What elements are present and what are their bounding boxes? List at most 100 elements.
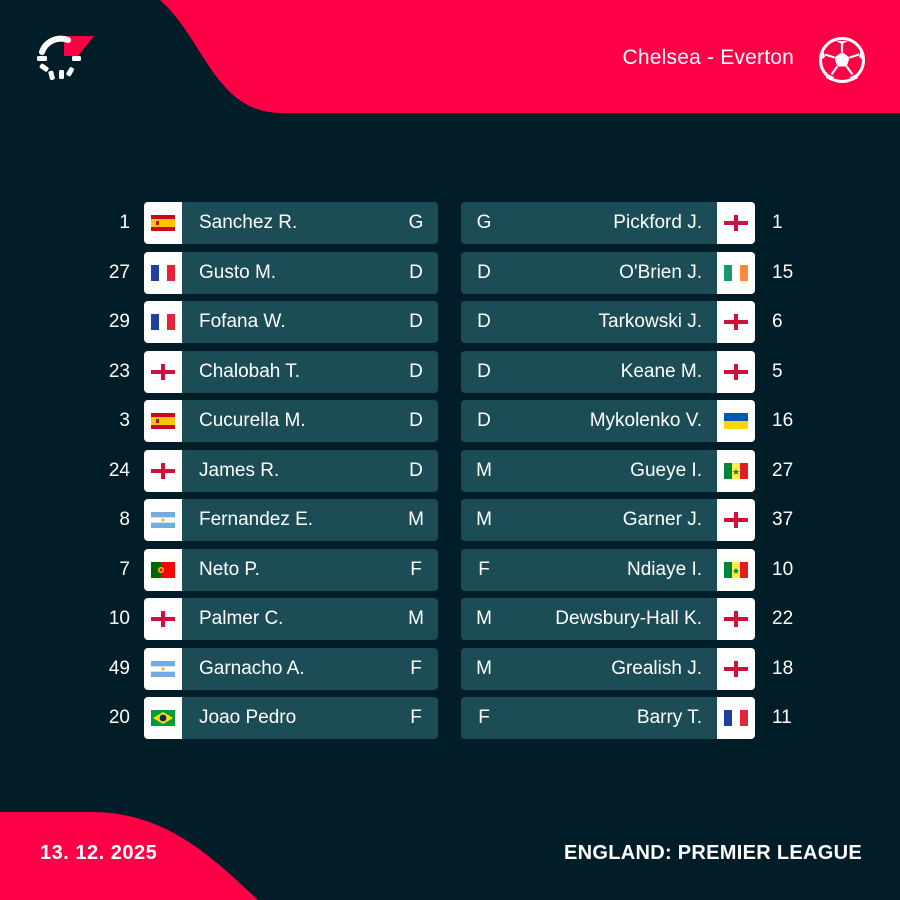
- away-player-card: Mykolenko V. D: [461, 400, 755, 442]
- home-player-position: D: [409, 459, 423, 481]
- home-shirt-number: 49: [108, 657, 130, 679]
- home-player-name: Gusto M.: [199, 261, 277, 283]
- ukraine-flag-icon: [724, 413, 748, 429]
- home-player-name: Palmer C.: [199, 608, 284, 629]
- away-player-position: M: [476, 509, 492, 530]
- home-player-position: G: [408, 212, 424, 233]
- england-flag-icon: [724, 314, 748, 330]
- senegal-flag-icon: [724, 462, 748, 479]
- spain-flag-icon: [151, 413, 175, 429]
- away-player-position: M: [476, 608, 492, 629]
- away-player-card: Gueye I. M: [461, 449, 755, 492]
- away-shirt-number: 37: [772, 509, 794, 530]
- match-title: Chelsea - Everton: [622, 46, 794, 69]
- home-player-card: Fernandez E. M: [144, 499, 438, 541]
- home-player-name: Fernandez E.: [199, 509, 314, 530]
- flag-box: [144, 548, 182, 591]
- spain-flag-icon: [151, 215, 175, 231]
- home-player-card: Chalobah T. D: [144, 350, 438, 393]
- home-shirt-number: 29: [108, 311, 130, 332]
- home-player-position: D: [409, 261, 423, 283]
- flag-box: [717, 697, 755, 739]
- home-player-name: Neto P.: [199, 558, 260, 580]
- away-player-position: F: [478, 707, 490, 728]
- france-flag-icon: [151, 264, 175, 281]
- home-player-position: F: [410, 707, 422, 728]
- away-player-card: Pickford J. G: [461, 202, 755, 244]
- home-player-name: James R.: [199, 459, 280, 481]
- lineup-row: 24 James R. D 27 Gueye I. M: [0, 449, 900, 492]
- home-player-position: M: [408, 509, 424, 530]
- home-player-card: Neto P. F: [144, 548, 438, 591]
- flag-box: [144, 499, 182, 541]
- flag-box: [144, 598, 182, 640]
- home-shirt-number: 7: [119, 558, 130, 580]
- home-player-name: Cucurella M.: [199, 410, 306, 431]
- ireland-flag-icon: [724, 264, 748, 281]
- home-player-card: James R. D: [144, 449, 438, 492]
- away-player-card: Tarkowski J. D: [461, 301, 755, 343]
- england-flag-icon: [151, 462, 175, 479]
- brazil-flag-icon: [151, 710, 175, 726]
- home-player-card: Joao Pedro F: [144, 697, 438, 739]
- home-player-name: Sanchez R.: [199, 212, 298, 233]
- england-flag-icon: [724, 215, 748, 231]
- home-player-position: F: [410, 558, 422, 580]
- home-shirt-number: 27: [108, 261, 130, 283]
- home-player-position: F: [410, 657, 422, 679]
- away-player-position: D: [477, 360, 491, 382]
- home-player-position: D: [409, 410, 423, 431]
- away-shirt-number: 10: [772, 558, 794, 580]
- away-player-position: D: [477, 261, 491, 283]
- away-shirt-number: 6: [772, 311, 783, 332]
- flag-box: [717, 202, 755, 244]
- home-player-name: Chalobah T.: [199, 360, 301, 382]
- away-player-card: Barry T. F: [461, 697, 755, 739]
- home-player-name: Fofana W.: [199, 311, 286, 332]
- away-player-name: Pickford J.: [613, 212, 702, 233]
- home-player-card: Gusto M. D: [144, 251, 438, 294]
- england-flag-icon: [724, 363, 748, 380]
- flag-box: [144, 697, 182, 739]
- senegal-flag-icon: [724, 561, 748, 578]
- lineup-row: 23 Chalobah T. D 5 Keane M. D: [0, 350, 900, 393]
- home-shirt-number: 1: [119, 212, 130, 233]
- away-player-name: O'Brien J.: [619, 261, 702, 283]
- away-player-name: Keane M.: [620, 360, 702, 382]
- away-player-position: M: [476, 657, 492, 679]
- lineup-row: 10 Palmer C. M 22 Dewsbury-Hall K. M: [0, 598, 900, 640]
- flag-box: [717, 548, 755, 591]
- france-flag-icon: [151, 314, 175, 330]
- away-shirt-number: 15: [772, 261, 794, 283]
- flag-box: [144, 647, 182, 690]
- home-player-position: D: [409, 360, 423, 382]
- home-player-card: Garnacho A. F: [144, 647, 438, 690]
- away-player-card: Keane M. D: [461, 350, 755, 393]
- away-shirt-number: 22: [772, 608, 794, 629]
- away-shirt-number: 18: [772, 657, 794, 679]
- away-player-name: Dewsbury-Hall K.: [555, 608, 702, 629]
- flag-box: [717, 251, 755, 294]
- lineup-row: 20 Joao Pedro F 11 Barry T. F: [0, 697, 900, 739]
- away-player-card: Ndiaye I. F: [461, 548, 755, 591]
- flag-box: [717, 350, 755, 393]
- home-player-card: Sanchez R. G: [144, 202, 438, 244]
- home-player-card: Palmer C. M: [144, 598, 438, 640]
- portugal-flag-icon: [151, 561, 175, 578]
- flag-box: [144, 449, 182, 492]
- away-player-position: G: [476, 212, 492, 233]
- lineup-row: 49 Garnacho A. F 18 Grealish J. M: [0, 647, 900, 690]
- away-shirt-number: 11: [772, 707, 792, 728]
- league-name: ENGLAND: PREMIER LEAGUE: [563, 842, 862, 864]
- home-shirt-number: 24: [108, 459, 130, 481]
- away-player-card: O'Brien J. D: [461, 251, 755, 294]
- away-player-position: F: [478, 558, 490, 580]
- away-player-position: D: [477, 410, 491, 431]
- away-player-name: Gueye I.: [630, 459, 702, 481]
- away-player-card: Grealish J. M: [461, 647, 755, 690]
- england-flag-icon: [724, 611, 748, 627]
- away-player-name: Grealish J.: [611, 657, 702, 679]
- lineup-row: 8 Fernandez E. M 37 Garner J. M: [0, 499, 900, 541]
- england-flag-icon: [151, 611, 175, 627]
